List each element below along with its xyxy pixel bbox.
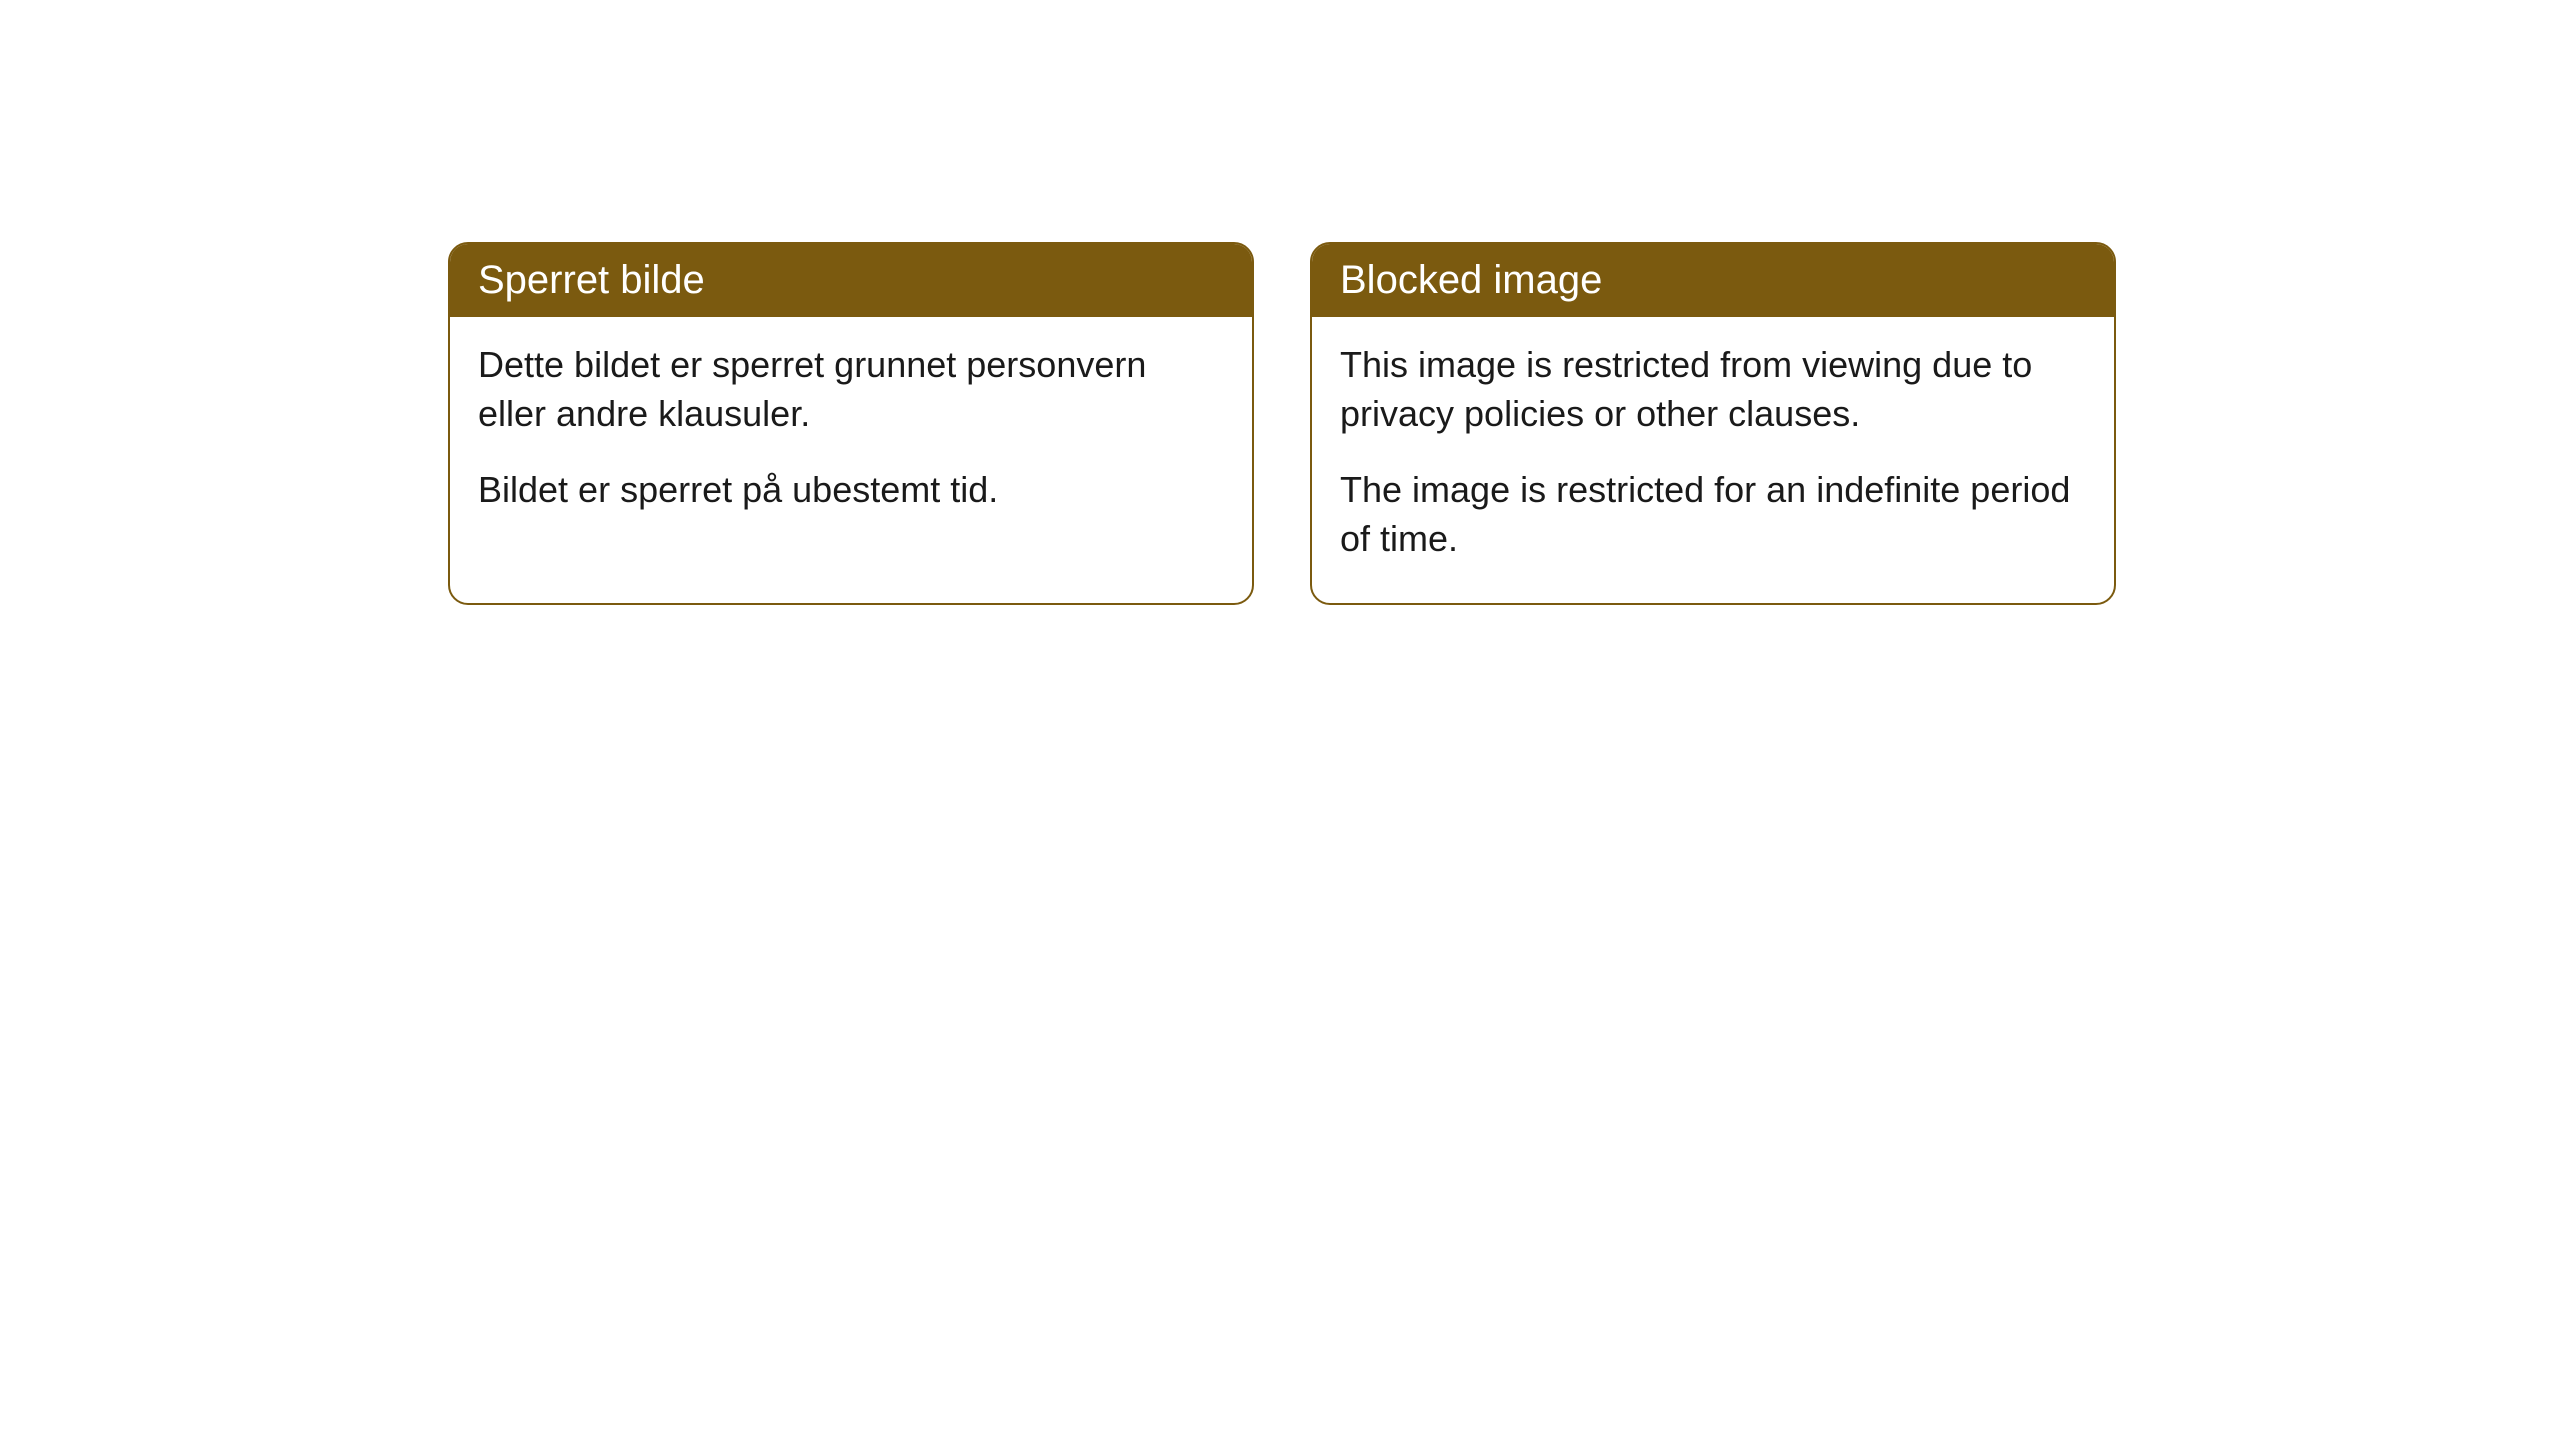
card-body: Dette bildet er sperret grunnet personve… (450, 317, 1252, 555)
notice-card-norwegian: Sperret bilde Dette bildet er sperret gr… (448, 242, 1254, 605)
notice-paragraph: Bildet er sperret på ubestemt tid. (478, 466, 1224, 515)
notice-paragraph: This image is restricted from viewing du… (1340, 341, 2086, 438)
card-header: Sperret bilde (450, 244, 1252, 317)
card-title: Blocked image (1340, 258, 1602, 302)
notice-paragraph: Dette bildet er sperret grunnet personve… (478, 341, 1224, 438)
card-header: Blocked image (1312, 244, 2114, 317)
notice-cards-container: Sperret bilde Dette bildet er sperret gr… (448, 242, 2116, 605)
notice-paragraph: The image is restricted for an indefinit… (1340, 466, 2086, 563)
card-body: This image is restricted from viewing du… (1312, 317, 2114, 603)
card-title: Sperret bilde (478, 258, 705, 302)
notice-card-english: Blocked image This image is restricted f… (1310, 242, 2116, 605)
